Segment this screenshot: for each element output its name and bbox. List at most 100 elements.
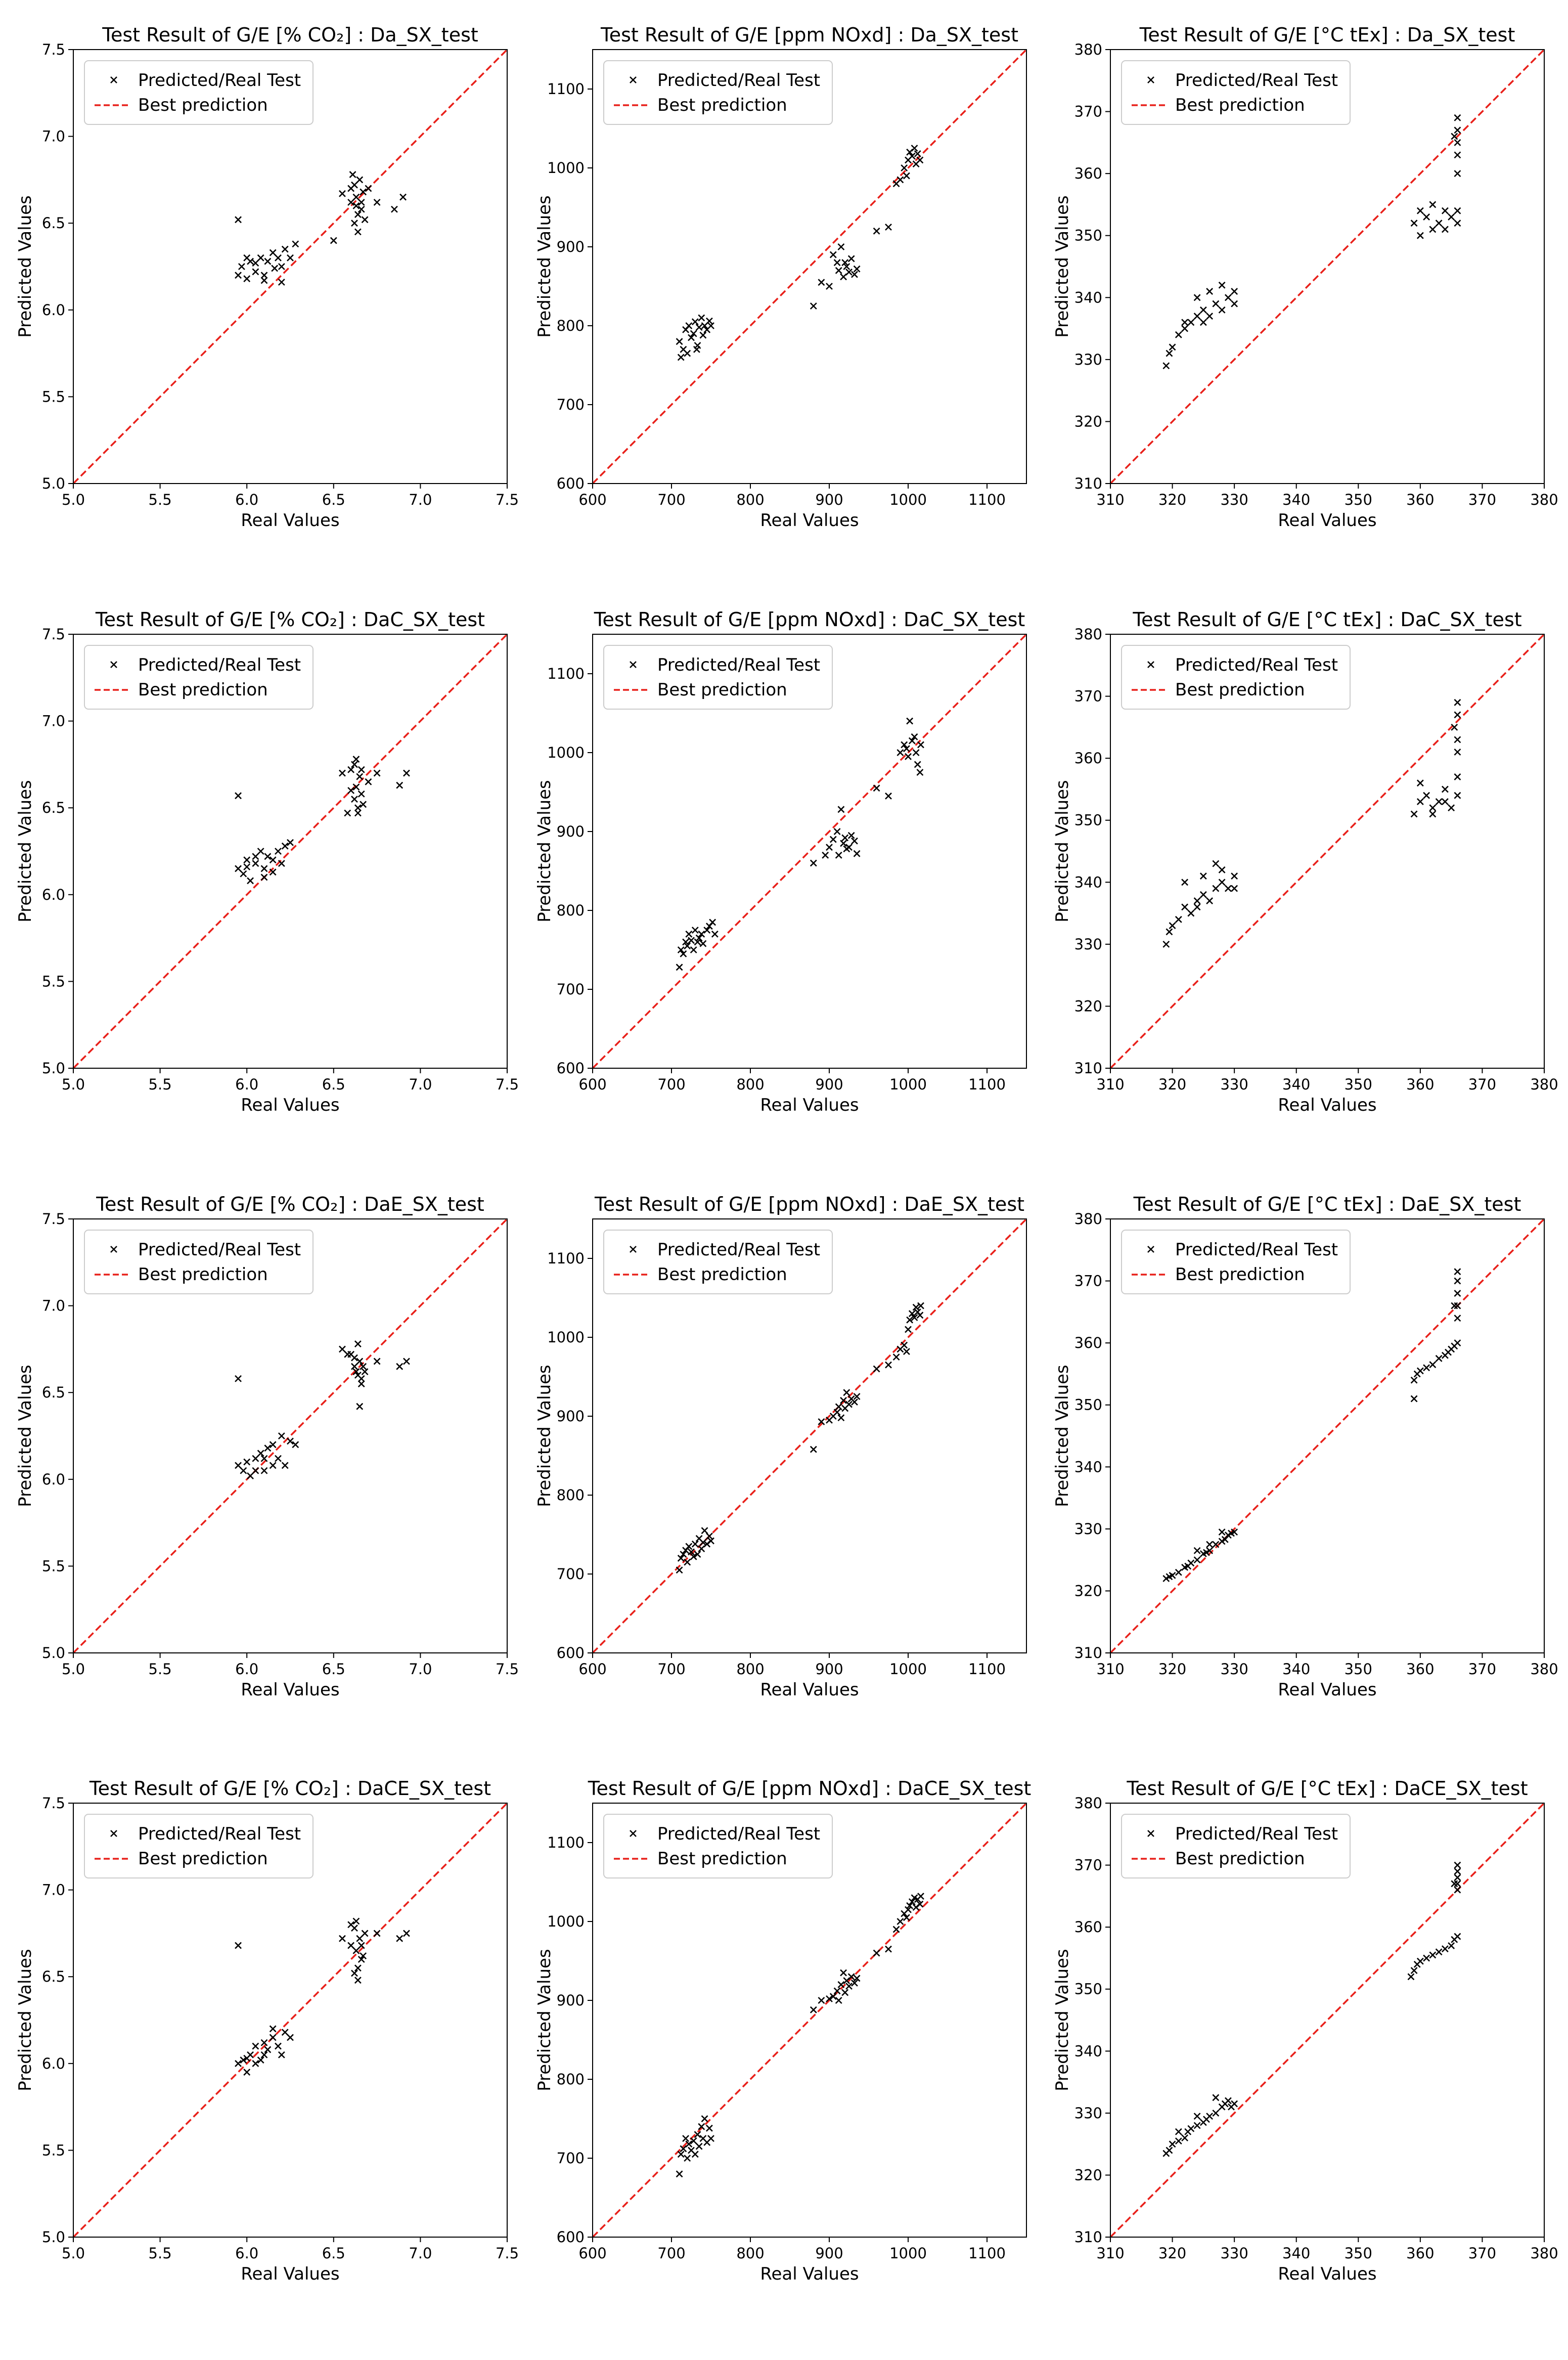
subplot-9: 310 320 330 340 350 360 370 380 310 320 330 340 350 3…	[1052, 1193, 1558, 1700]
scatter-point	[833, 1409, 841, 1416]
scatter-point	[1199, 872, 1207, 880]
scatter-point	[287, 839, 294, 846]
scatter-point	[1435, 798, 1443, 805]
scatter-point	[1441, 226, 1449, 233]
y-tick-label: 7.0	[42, 1882, 65, 1899]
legend-marker-x	[630, 76, 637, 83]
scatter-point	[1212, 885, 1220, 892]
x-tick-label: 800	[736, 491, 764, 508]
scatter-point	[260, 2051, 268, 2059]
x-tick-label: 7.0	[409, 1660, 432, 1678]
scatter-point	[257, 2057, 264, 2064]
scatter-point	[901, 164, 908, 171]
y-tick-label: 6.5	[42, 1968, 65, 1985]
scatter-point	[373, 769, 381, 777]
scatter-point	[705, 2124, 713, 2132]
y-tick-label: 380	[1074, 626, 1102, 643]
scatter-point	[1199, 891, 1207, 898]
scatter-point	[252, 2060, 259, 2067]
scatter-point	[1454, 151, 1461, 159]
scatter-point	[1193, 294, 1201, 301]
scatter-point	[917, 1893, 924, 1900]
legend-label-line: Best prediction	[1175, 680, 1305, 700]
y-tick-label: 7.5	[42, 626, 65, 643]
scatter-point	[851, 1979, 858, 1987]
scatter-point	[680, 950, 687, 957]
scatter-point	[873, 1949, 880, 1957]
x-tick-label: 350	[1345, 1660, 1372, 1678]
scatter-point	[685, 2140, 693, 2148]
legend-marker-x	[110, 76, 117, 83]
scatter-point	[1407, 1973, 1415, 1981]
scatter-point	[1441, 207, 1449, 214]
scatter-point	[695, 934, 703, 942]
scatter-point	[339, 1935, 346, 1942]
y-tick-label: 700	[557, 396, 585, 413]
subplot-4: 5.0 5.5 6.0 6.5 7.0 7.5 5.0 5.5 6.0 6.5 7.0 7.5 Real…	[15, 608, 519, 1115]
scatter-point	[897, 1918, 904, 1925]
scatter-point	[916, 769, 924, 776]
legend-marker-x	[110, 1246, 117, 1253]
x-tick-label: 700	[657, 1660, 685, 1678]
scatter-point	[685, 1543, 693, 1550]
x-tick-label: 1100	[968, 2245, 1006, 2262]
chart-title: Test Result of G/E [ppm NOxd] : DaE_SX_t…	[594, 1193, 1024, 1215]
y-tick-label: 6.5	[42, 1384, 65, 1401]
scatter-point	[1454, 698, 1461, 706]
scatter-point	[677, 1554, 685, 1562]
scatter-point	[829, 251, 837, 258]
x-tick-label: 360	[1406, 491, 1434, 508]
scatter-point	[344, 1350, 351, 1358]
scatter-point	[347, 786, 355, 794]
legend: Predicted/Real Test Best prediction	[603, 1814, 833, 1878]
scatter-point	[847, 1973, 855, 1981]
scatter-point	[1231, 288, 1238, 295]
scatter-point	[1181, 903, 1189, 911]
y-tick-label: 900	[557, 238, 585, 255]
y-tick-label: 350	[1074, 227, 1102, 244]
scatter-point	[292, 240, 299, 248]
scatter-point	[695, 324, 703, 331]
x-tick-label: 380	[1530, 491, 1558, 508]
scatter-point	[914, 761, 921, 768]
scatter-point	[1454, 114, 1461, 121]
scatter-point	[357, 790, 365, 798]
y-tick-label: 1000	[547, 1329, 585, 1346]
scatter-point	[873, 1365, 880, 1373]
scatter-point	[347, 1942, 355, 1949]
scatter-point	[829, 836, 837, 843]
scatter-point	[287, 1437, 294, 1445]
chart-title: Test Result of G/E [ppm NOxd] : DaC_SX_t…	[594, 608, 1025, 631]
scatter-point	[695, 2143, 703, 2150]
scatter-point	[1181, 879, 1189, 886]
scatter-point	[1206, 1541, 1214, 1548]
y-tick-label: 600	[557, 1060, 585, 1077]
x-tick-label: 360	[1406, 1660, 1434, 1678]
scatter-point	[840, 1396, 847, 1404]
y-axis-label: Predicted Values	[1052, 780, 1072, 923]
scatter-point	[853, 1975, 861, 1982]
legend-box	[603, 1230, 833, 1294]
scatter-point	[351, 220, 358, 227]
scatter-point	[247, 1472, 254, 1479]
y-tick-label: 1100	[547, 80, 585, 98]
x-tick-label: 6.0	[235, 1076, 258, 1093]
scatter-point	[347, 766, 355, 773]
y-tick-label: 5.0	[42, 475, 65, 492]
scatter-point	[676, 2170, 683, 2178]
scatter-point	[1175, 1568, 1182, 1576]
axes-frame	[73, 49, 508, 484]
y-tick-label: 800	[557, 902, 585, 919]
y-tick-label: 320	[1074, 997, 1102, 1015]
scatter-point	[906, 1902, 914, 1909]
x-tick-label: 1000	[889, 1076, 927, 1093]
x-tick-label: 700	[657, 1076, 685, 1093]
subplot-6: 310 320 330 340 350 360 370 380 310 320 330 340 350 3…	[1052, 608, 1558, 1115]
scatter-point	[351, 1970, 358, 1977]
legend-marker-x	[1147, 661, 1154, 668]
x-tick-label: 1100	[968, 491, 1006, 508]
subplot-7: 5.0 5.5 6.0 6.5 7.0 7.5 5.0 5.5 6.0 6.5 7.0 7.5 Real…	[15, 1193, 519, 1700]
scatter-point	[818, 1997, 825, 2004]
scatter-point	[269, 249, 277, 256]
legend: Predicted/Real Test Best prediction	[1121, 645, 1351, 710]
